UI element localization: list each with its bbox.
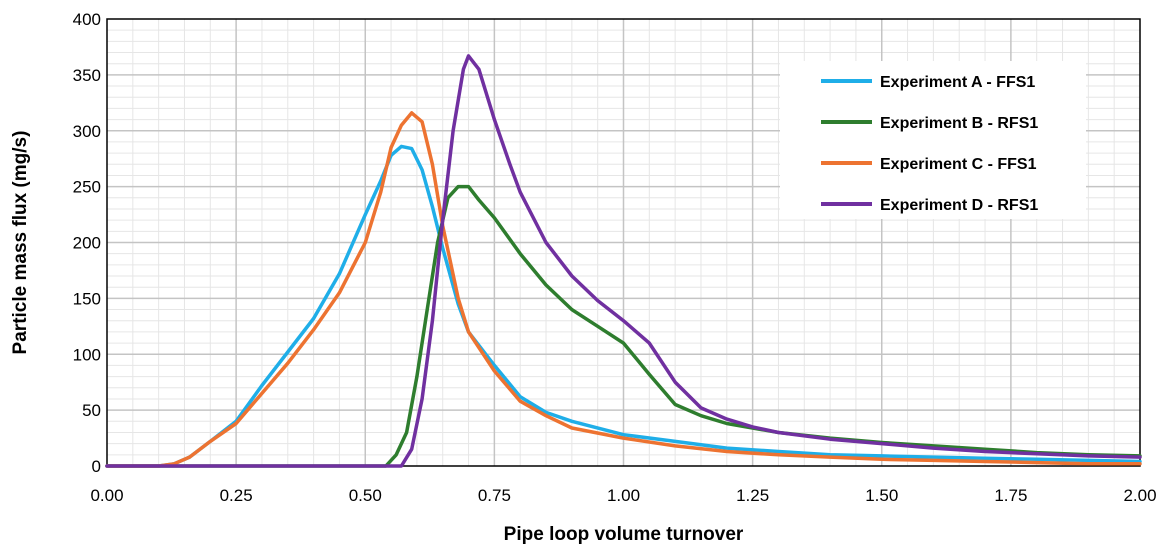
y-tick-label: 300 (73, 122, 101, 141)
legend-label: Experiment C - FFS1 (880, 156, 1037, 173)
x-tick-label: 1.50 (865, 486, 898, 505)
y-tick-label: 100 (73, 345, 101, 364)
y-tick-label: 350 (73, 66, 101, 85)
x-tick-label: 0.25 (220, 486, 253, 505)
x-tick-label: 1.00 (607, 486, 640, 505)
x-axis-tick-labels: 0.00 0.25 0.50 0.75 1.00 1.25 1.50 1.75 2.00 (90, 486, 1156, 505)
x-tick-label: 0.00 (90, 486, 123, 505)
y-tick-label: 200 (73, 234, 101, 253)
x-tick-label: 1.25 (736, 486, 769, 505)
y-tick-label: 50 (82, 401, 101, 420)
series-line-experiment-a-ffs1 (105, 144, 1142, 468)
x-tick-label: 0.75 (478, 486, 511, 505)
y-tick-label: 400 (73, 10, 101, 29)
series-lines (105, 54, 1142, 468)
x-tick-label: 1.75 (994, 486, 1027, 505)
y-tick-label: 250 (73, 178, 101, 197)
x-tick-label: 0.50 (349, 486, 382, 505)
y-tick-label: 150 (73, 289, 101, 308)
legend: Experiment A - FFS1 Experiment B - RFS1 Ex… (780, 61, 1086, 219)
y-tick-label: 0 (92, 457, 101, 476)
plot-area-frame (106, 18, 1141, 467)
legend-label: Experiment B - RFS1 (880, 115, 1038, 132)
y-axis-title: Particle mass flux (mg/s) (10, 131, 31, 355)
legend-label: Experiment A - FFS1 (880, 74, 1035, 91)
x-tick-label: 2.00 (1123, 486, 1156, 505)
legend-label: Experiment D - RFS1 (880, 197, 1038, 214)
series-line-experiment-d-rfs1 (105, 54, 1142, 468)
y-axis-tick-labels: 0 50 100 150 200 250 300 350 400 (73, 10, 101, 476)
x-axis-title: Pipe loop volume turnover (504, 524, 744, 545)
legend-box (780, 61, 1086, 219)
